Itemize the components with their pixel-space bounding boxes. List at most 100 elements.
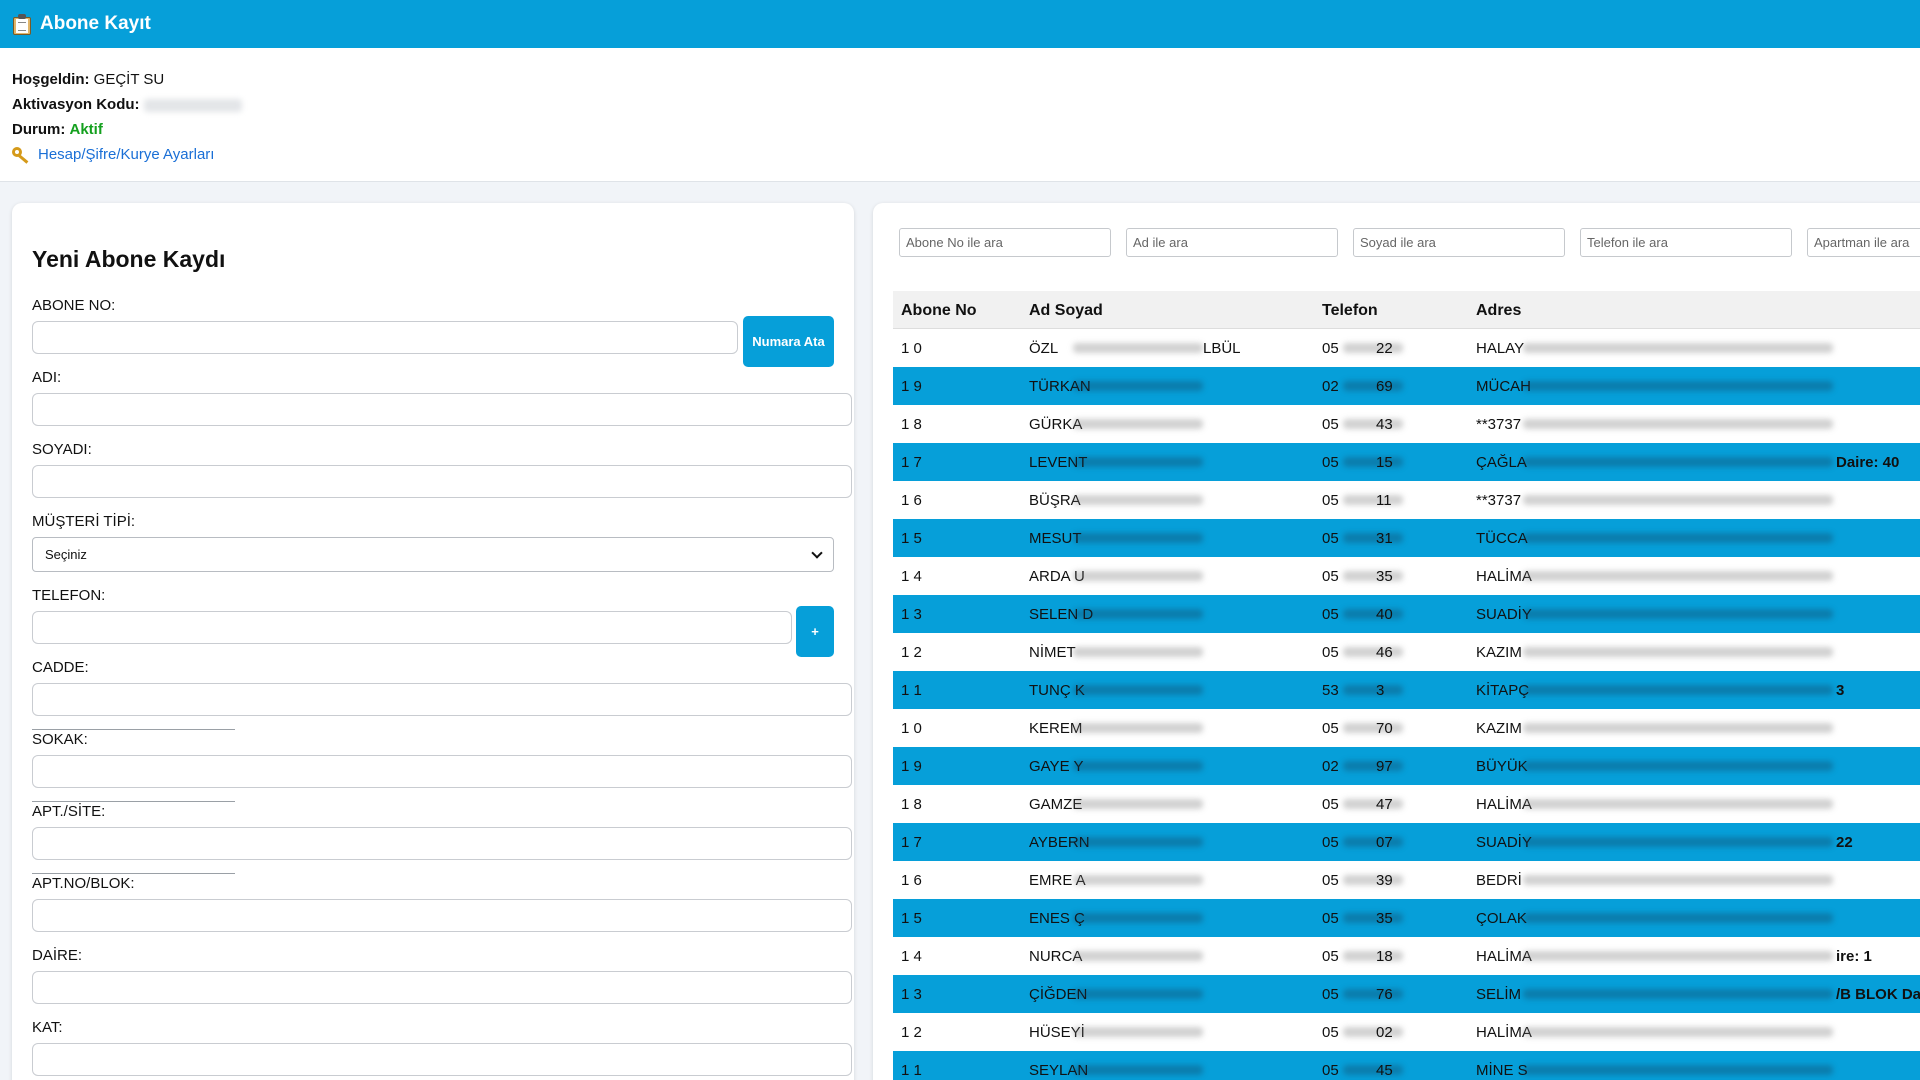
telefon-input[interactable] — [32, 611, 792, 644]
table-row[interactable]: 1 9 GAYE Y 02 BÜYÜK 97 — [893, 747, 1920, 785]
table-row[interactable]: 1 4 NURCA 05 HALİMA 18 ire: 1 — [893, 937, 1920, 975]
divider — [32, 873, 235, 874]
table-row[interactable]: 1 1 TUNÇ K 53 KİTAPÇ 3 3 — [893, 671, 1920, 709]
table-row[interactable]: 1 2 HÜSEYİ 05 HALİMA 02 — [893, 1013, 1920, 1051]
cell-telefon-tail: 69 — [1376, 378, 1393, 395]
cell-telefon: 05 — [1322, 948, 1339, 965]
abone-no-label: ABONE NO: — [32, 297, 116, 314]
table-row[interactable]: 1 0 ÖZL 05 HALAY LBÜL 22 — [893, 329, 1920, 367]
table-row[interactable]: 1 5 MESUT 05 TÜCCA 31 — [893, 519, 1920, 557]
cell-telefon-tail: 18 — [1376, 948, 1393, 965]
cadde-input[interactable] — [32, 683, 852, 716]
adi-input[interactable] — [32, 393, 852, 426]
redacted-text — [1073, 495, 1203, 505]
divider — [32, 729, 235, 730]
table-row[interactable]: 1 6 EMRE A 05 BEDRİ 39 — [893, 861, 1920, 899]
clipboard-icon — [13, 13, 31, 35]
cell-ad-soyad: LEVENT — [1029, 454, 1088, 471]
musteri-tipi-select[interactable]: Seçiniz — [32, 537, 834, 572]
cell-adres: HALAY — [1476, 340, 1525, 357]
redacted-text — [1523, 381, 1833, 391]
table-row[interactable]: 1 1 SEYLAN 05 MİNE S 45 — [893, 1051, 1920, 1080]
key-icon — [12, 146, 32, 164]
cell-abone-no: 1 0 — [901, 340, 922, 357]
cell-ad-soyad: EMRE A — [1029, 872, 1086, 889]
redacted-text — [1073, 761, 1203, 771]
redacted-text — [1343, 951, 1403, 961]
search-telefon-input[interactable]: Telefon ile ara — [1580, 228, 1792, 257]
cell-adres: TÜCCA — [1476, 530, 1528, 547]
table-row[interactable]: 1 9 TÜRKAN 02 MÜCAH 69 — [893, 367, 1920, 405]
table-row[interactable]: 1 6 BÜŞRA 05 **3737 11 — [893, 481, 1920, 519]
welcome-value: GEÇİT SU — [93, 71, 165, 88]
cell-telefon-tail: 70 — [1376, 720, 1393, 737]
cell-adres-tail: Daire: 40 — [1836, 454, 1900, 471]
redacted-text — [1073, 571, 1203, 581]
add-phone-button[interactable]: + — [796, 606, 834, 657]
cell-telefon-tail: 39 — [1376, 872, 1393, 889]
cell-telefon-tail: 15 — [1376, 454, 1393, 471]
redacted-text — [1343, 913, 1403, 923]
redacted-text — [1523, 1027, 1833, 1037]
cell-adres: KİTAPÇ — [1476, 682, 1530, 699]
redacted-text — [1073, 533, 1203, 543]
status-row: Durum: Aktif — [12, 117, 1908, 142]
cell-ad-soyad: AYBERN — [1029, 834, 1090, 851]
search-ad-input[interactable]: Ad ile ara — [1126, 228, 1338, 257]
apt-site-label: APT./SİTE: — [32, 803, 106, 820]
cell-adres-tail: 22 — [1836, 834, 1853, 851]
redacted-text — [1523, 951, 1833, 961]
activation-code-redacted — [143, 98, 242, 112]
settings-link[interactable]: Hesap/Şifre/Kurye Ayarları — [12, 142, 214, 167]
redacted-text — [1073, 951, 1203, 961]
table-row[interactable]: 1 2 NİMET 05 KAZIM 46 — [893, 633, 1920, 671]
cell-telefon: 05 — [1322, 1062, 1339, 1079]
table-row[interactable]: 1 8 GÜRKA 05 **3737 43 — [893, 405, 1920, 443]
cell-telefon: 05 — [1322, 606, 1339, 623]
cell-adres: HALİMA — [1476, 1024, 1532, 1041]
redacted-text — [1343, 837, 1403, 847]
cell-ad-soyad: SEYLAN — [1029, 1062, 1089, 1079]
table-row[interactable]: 1 5 ENES Ç 05 ÇOLAK 35 — [893, 899, 1920, 937]
cell-abone-no: 1 8 — [901, 796, 922, 813]
numara-ata-button[interactable]: Numara Ata — [743, 316, 834, 367]
cell-abone-no: 1 9 — [901, 758, 922, 775]
redacted-text — [1523, 647, 1833, 657]
cell-abone-no: 1 4 — [901, 568, 922, 585]
cell-adres: **3737 — [1476, 492, 1522, 509]
new-subscriber-form: Yeni Abone Kaydı ABONE NO: Numara Ata AD… — [12, 203, 854, 1080]
cell-ad-soyad: GAYE Y — [1029, 758, 1084, 775]
table-row[interactable]: 1 8 GAMZE 05 HALİMA 47 — [893, 785, 1920, 823]
cell-abone-no: 1 1 — [901, 1062, 922, 1079]
redacted-text — [1343, 533, 1403, 543]
daire-input[interactable] — [32, 971, 852, 1004]
search-abone-no-input[interactable]: Abone No ile ara — [899, 228, 1111, 257]
table-row[interactable]: 1 7 AYBERN 05 SUADİY 07 22 — [893, 823, 1920, 861]
kat-input[interactable] — [32, 1043, 852, 1076]
redacted-text — [1343, 495, 1403, 505]
redacted-text — [1523, 419, 1833, 429]
apt-site-input[interactable] — [32, 827, 852, 860]
cell-telefon: 05 — [1322, 986, 1339, 1003]
header-ad-soyad: Ad Soyad — [1029, 302, 1103, 319]
table-body: 1 0 ÖZL 05 HALAY LBÜL 22 1 9 TÜRKAN 02 MÜCAH 69 1 8… — [893, 329, 1920, 1080]
search-apartman-input[interactable]: Apartman ile ara — [1807, 228, 1920, 257]
chevron-down-icon — [811, 546, 823, 559]
table-row[interactable]: 1 0 KEREM 05 KAZIM 70 — [893, 709, 1920, 747]
cell-adres: HALİMA — [1476, 948, 1532, 965]
redacted-text — [1073, 343, 1203, 353]
soyadi-input[interactable] — [32, 465, 852, 498]
cell-ad-soyad: ARDA U — [1029, 568, 1085, 585]
abone-no-input[interactable] — [32, 321, 738, 354]
apt-no-label: APT.NO/BLOK: — [32, 875, 135, 892]
table-row[interactable]: 1 3 ÇİĞDEN 05 SELİM 76/B BLOK Da — [893, 975, 1920, 1013]
apt-no-input[interactable] — [32, 899, 852, 932]
table-row[interactable]: 1 4 ARDA U 05 HALİMA 35 — [893, 557, 1920, 595]
app-title: Abone Kayıt — [40, 13, 151, 34]
redacted-text — [1523, 837, 1833, 847]
sokak-input[interactable] — [32, 755, 852, 788]
search-soyad-input[interactable]: Soyad ile ara — [1353, 228, 1565, 257]
table-row[interactable]: 1 3 SELEN D 05 SUADİY 40 — [893, 595, 1920, 633]
table-row[interactable]: 1 7 LEVENT 05 ÇAĞLA 15 Daire: 40 — [893, 443, 1920, 481]
cell-adres: **3737 — [1476, 416, 1522, 433]
